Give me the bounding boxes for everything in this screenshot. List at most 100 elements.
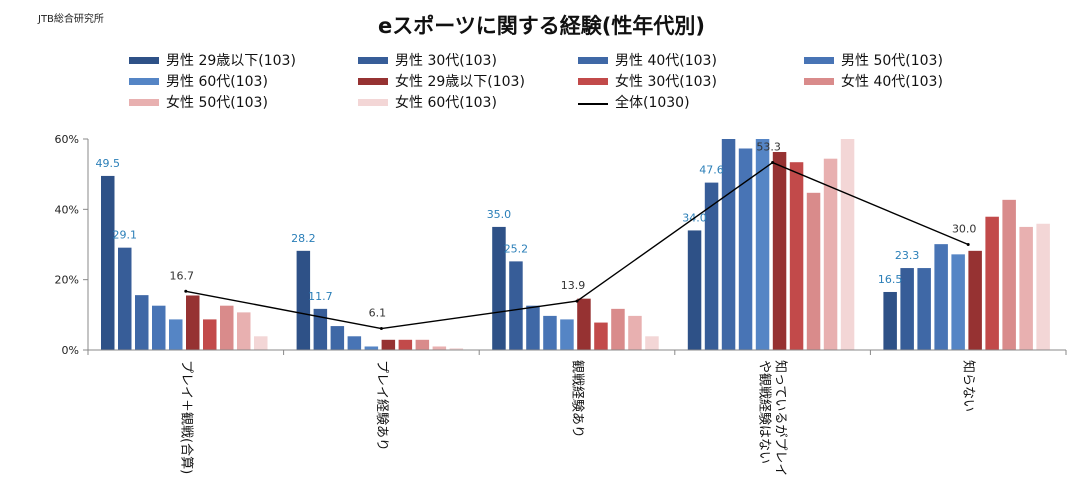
bar-0-2: [135, 295, 149, 350]
bar-1-7: [415, 339, 430, 350]
bar-4-8: [1019, 226, 1033, 350]
bar-1-8: [432, 346, 447, 350]
legend-label: 男性 50代(103): [841, 53, 943, 69]
x-category-label: 知らない: [961, 360, 977, 412]
total-data-label: 53.3: [756, 141, 781, 154]
bar-data-label: 47.6: [699, 164, 724, 177]
y-tick-label: 60%: [55, 133, 79, 146]
bar-1-2: [330, 326, 345, 350]
bar-2-4: [560, 319, 574, 350]
bar-3-1: [704, 182, 719, 350]
legend-swatch: [578, 78, 608, 85]
bar-data-label: 23.3: [895, 249, 920, 262]
legend-swatch: [129, 57, 159, 64]
legend-swatch: [578, 57, 608, 64]
bar-4-7: [1002, 199, 1016, 350]
bar-3-6: [789, 162, 804, 350]
bar-data-label: 16.5: [878, 273, 903, 286]
source-label: JTB総合研究所: [38, 14, 104, 25]
bar-2-3: [543, 315, 557, 350]
bar-3-3: [738, 148, 753, 350]
total-point: [184, 289, 188, 293]
legend-swatch: [358, 99, 388, 106]
legend-label: 女性 50代(103): [166, 95, 268, 111]
bar-2-0: [492, 226, 506, 350]
bar-4-0: [883, 291, 897, 350]
bar-0-0: [101, 175, 115, 350]
bar-1-0: [296, 250, 311, 350]
bar-data-label: 29.1: [113, 229, 138, 242]
bar-2-9: [645, 336, 659, 350]
bar-3-8: [823, 158, 838, 350]
bar-0-3: [152, 305, 166, 350]
bar-0-7: [220, 305, 234, 350]
bar-3-0: [687, 230, 702, 350]
bar-data-label: 35.0: [487, 208, 512, 221]
bar-data-label: 25.2: [504, 242, 529, 255]
legend-swatch: [358, 78, 388, 85]
legend-swatch: [358, 57, 388, 64]
bar-0-5: [186, 295, 200, 350]
bar-3-7: [806, 192, 821, 350]
legend-label: 女性 40代(103): [841, 74, 943, 90]
legend-line-swatch: [578, 103, 608, 105]
bar-0-9: [254, 336, 268, 350]
legend-label: 男性 40代(103): [615, 53, 717, 69]
bar-1-1: [313, 308, 328, 350]
x-category-label: 観戦経験あり: [570, 360, 585, 438]
total-point: [379, 327, 383, 331]
total-point: [771, 161, 775, 165]
bar-4-1: [900, 268, 914, 350]
total-data-label: 30.0: [952, 223, 977, 236]
legend-swatch: [129, 78, 159, 85]
bar-0-4: [169, 319, 183, 350]
legend-swatch: [804, 78, 834, 85]
bar-2-6: [594, 322, 608, 350]
bar-4-5: [968, 250, 982, 350]
bar-4-6: [985, 216, 999, 350]
bar-0-6: [203, 319, 217, 350]
bar-1-6: [398, 339, 413, 350]
bar-1-9: [449, 348, 464, 350]
bar-2-7: [611, 308, 625, 350]
y-tick-label: 20%: [55, 274, 79, 287]
bar-0-1: [118, 247, 132, 350]
bar-data-label: 28.2: [291, 232, 316, 245]
bar-3-5: [772, 152, 787, 350]
bar-1-5: [381, 339, 396, 350]
legend-label: 全体(1030): [615, 95, 690, 111]
bar-2-5: [577, 298, 591, 350]
bar-4-9: [1036, 223, 1050, 350]
bar-2-1: [509, 261, 523, 350]
bar-2-2: [526, 305, 540, 350]
x-category-label: プレイ経験あり: [374, 360, 389, 451]
bar-1-3: [347, 336, 362, 350]
x-category-label: 知っているがプレイや観戦経験はない: [757, 360, 789, 476]
bar-data-label: 11.7: [308, 290, 333, 303]
legend-label: 男性 30代(103): [395, 53, 497, 69]
bar-1-4: [364, 346, 379, 350]
bar-0-8: [237, 312, 251, 350]
total-point: [575, 299, 579, 303]
legend-label: 女性 30代(103): [615, 74, 717, 90]
bar-3-9: [840, 139, 855, 350]
chart-title: eスポーツに関する経験(性年代別): [377, 14, 706, 38]
total-data-label: 13.9: [561, 279, 586, 292]
bar-data-label: 49.5: [96, 157, 121, 170]
bar-3-2: [721, 139, 736, 350]
bar-2-8: [628, 315, 642, 350]
bar-4-4: [951, 254, 965, 350]
y-tick-label: 0%: [62, 344, 79, 357]
y-tick-label: 40%: [55, 203, 79, 216]
legend-swatch: [129, 99, 159, 106]
legend-label: 男性 29歳以下(103): [166, 53, 296, 69]
legend-label: 女性 60代(103): [395, 95, 497, 111]
bar-4-3: [934, 244, 948, 350]
bar-3-4: [755, 139, 770, 350]
legend-label: 女性 29歳以下(103): [395, 74, 525, 90]
legend-swatch: [804, 57, 834, 64]
total-data-label: 6.1: [369, 307, 387, 320]
x-category-label: プレイ＋観戦(合算): [178, 360, 193, 474]
total-data-label: 16.7: [170, 269, 195, 282]
